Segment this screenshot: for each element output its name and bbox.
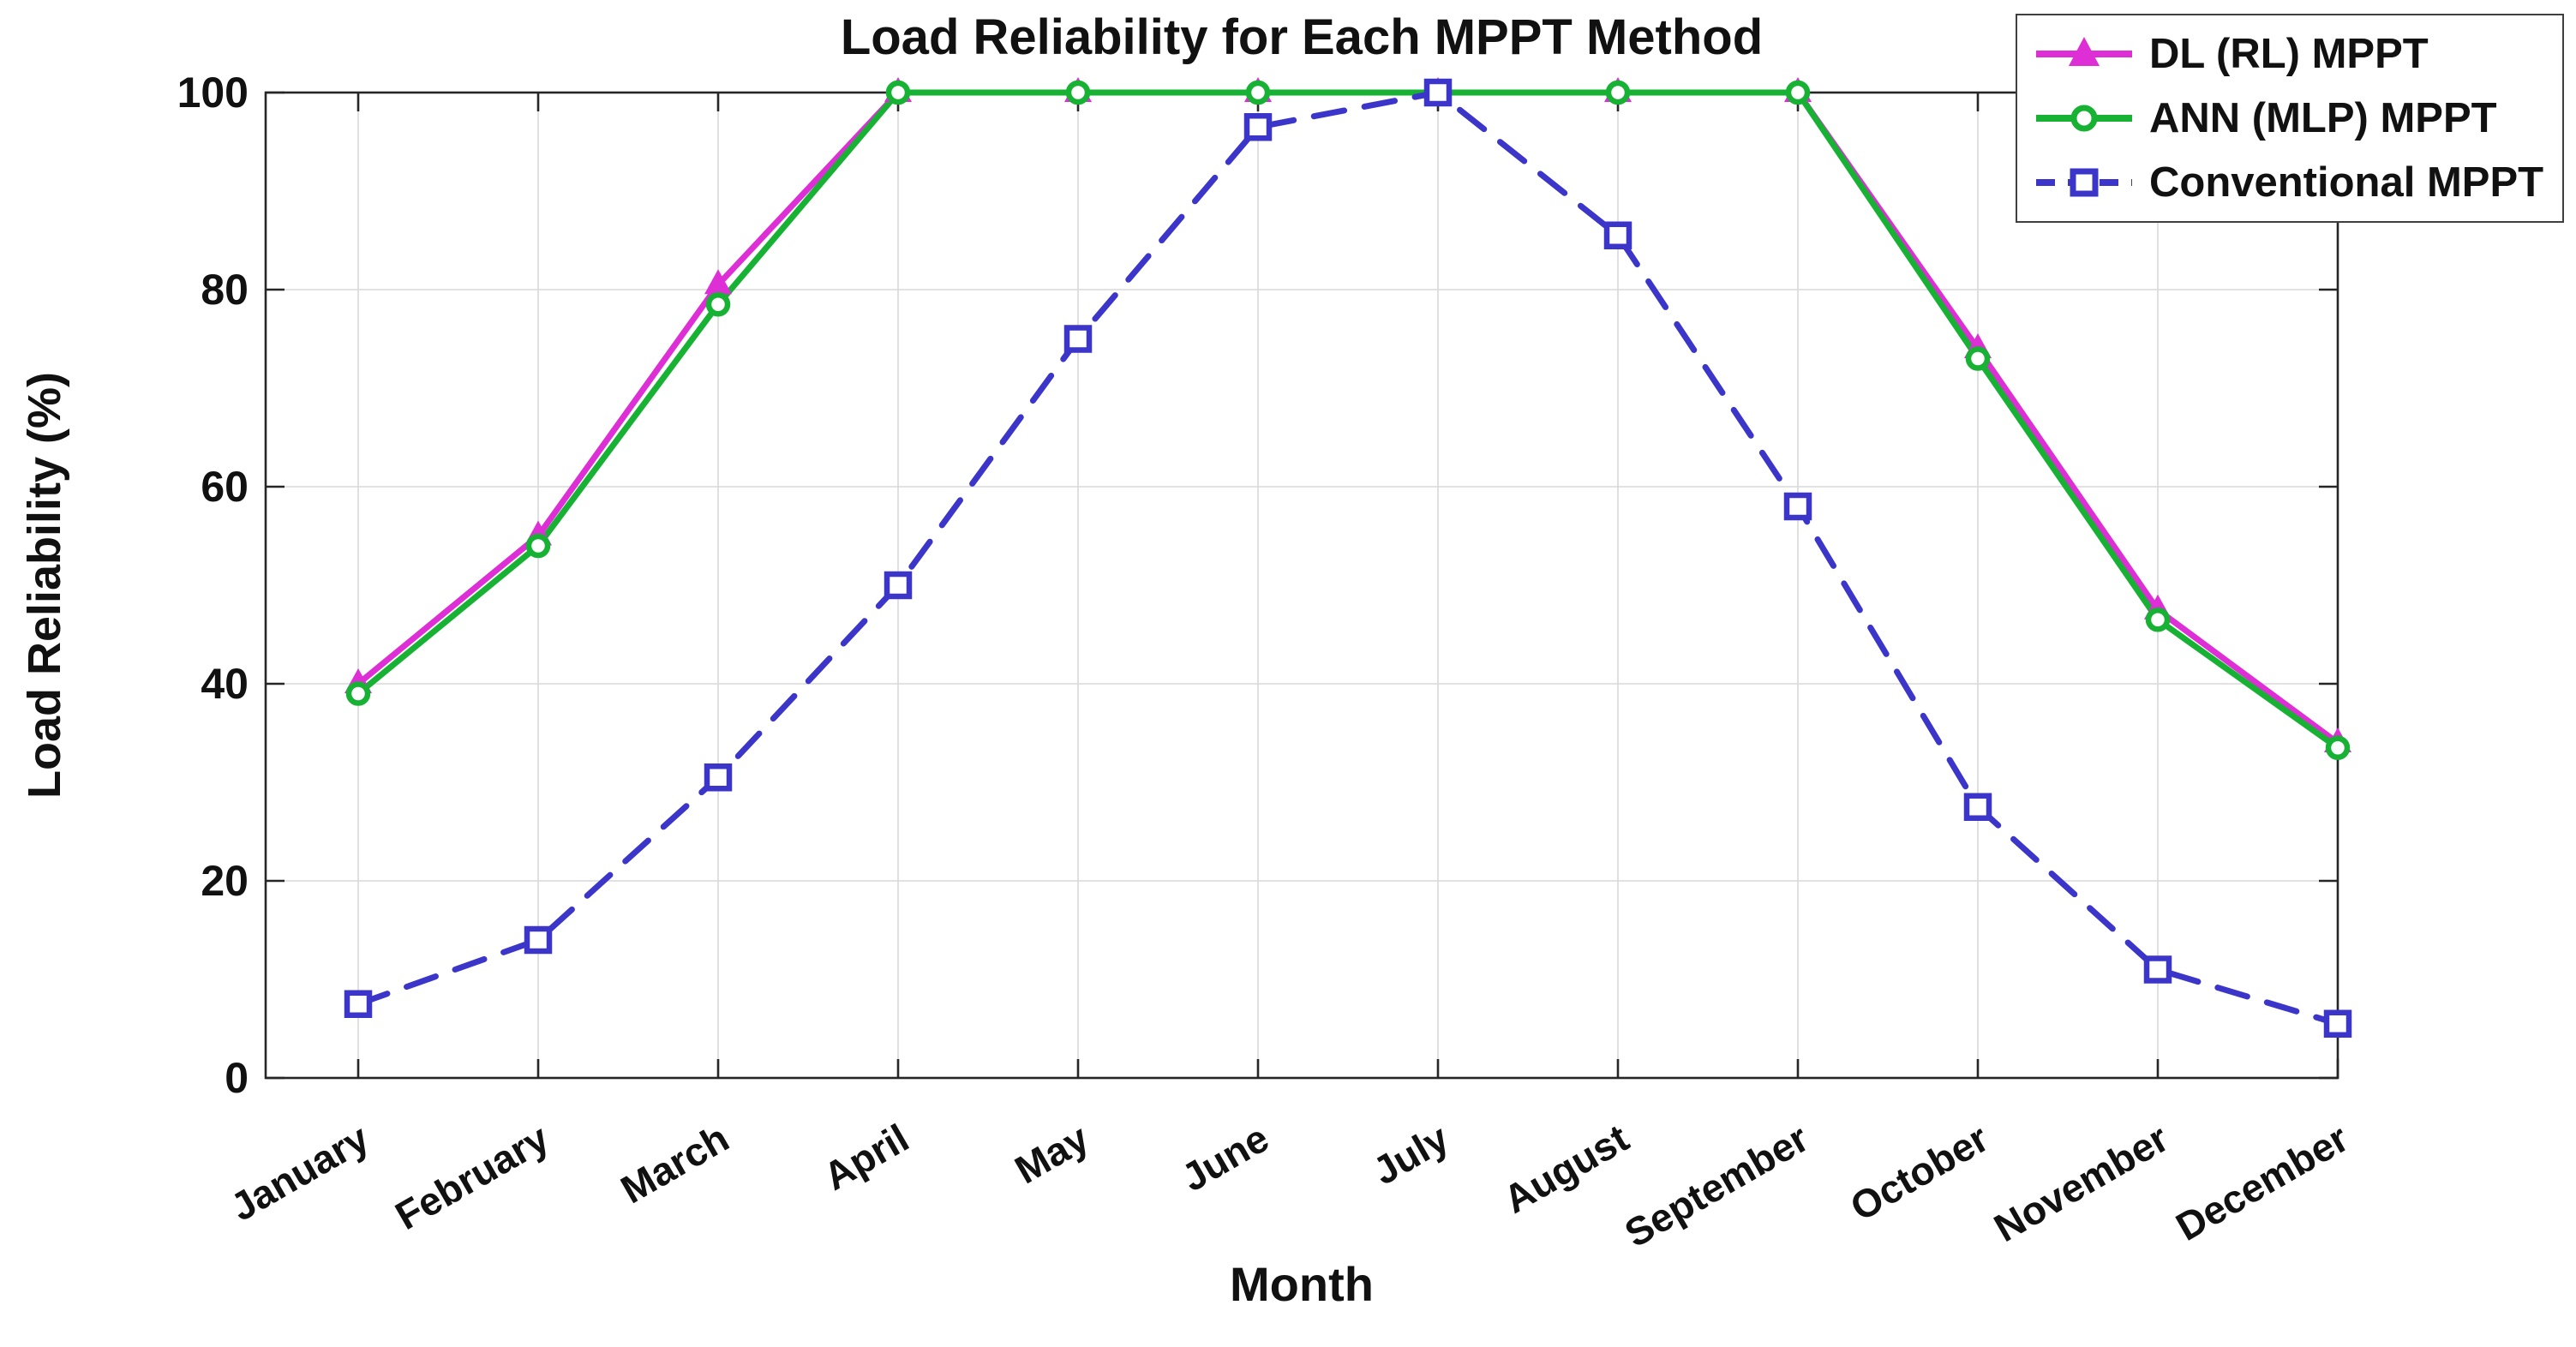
triangle-marker-icon (2069, 37, 2100, 67)
y-tick-label-80: 80 (201, 266, 249, 314)
marker-circle-ann-mlp-mppt-february (525, 533, 551, 559)
axes-frame (264, 91, 2339, 1080)
x-tick-label-june: June (1174, 1116, 1276, 1200)
marker-circle-ann-mlp-mppt-august (1605, 80, 1631, 105)
series-line-ann-mlp-mppt (355, 89, 2341, 751)
x-tick-label-february: February (388, 1115, 557, 1238)
y-tick-label-60: 60 (201, 463, 249, 511)
x-tick-label-april: April (816, 1116, 916, 1199)
y-tick-label-20: 20 (201, 857, 249, 905)
marker-square-conventional-mppt-october (1963, 793, 1992, 821)
x-tick-label-december: December (2168, 1116, 2356, 1249)
marker-square-conventional-mppt-december (2323, 1009, 2352, 1038)
x-tick-label-july: July (1365, 1115, 1456, 1193)
marker-square-conventional-mppt-may (1063, 325, 1093, 353)
legend-swatch-triangle-line-icon (2036, 37, 2132, 67)
y-tick-label-100: 100 (177, 69, 249, 117)
chart-title: Load Reliability for Each MPPT Method (840, 9, 1764, 65)
marker-circle-ann-mlp-mppt-september (1785, 80, 1811, 105)
x-tick-label-january: January (223, 1115, 376, 1229)
legend-swatch-square-dashed-line-icon (2036, 168, 2132, 197)
marker-square-conventional-mppt-april (884, 571, 913, 600)
legend: DL (RL) MPPT ANN (MLP) MPPT Conventional… (2016, 14, 2564, 223)
x-tick-label-august: August (1496, 1116, 1636, 1222)
x-tick-label-may: May (1008, 1115, 1097, 1192)
series-line-conventional-mppt (355, 89, 2341, 1027)
marker-square-conventional-mppt-september (1783, 492, 1812, 521)
y-tick-label-0: 0 (225, 1054, 249, 1102)
marker-square-conventional-mppt-november (2143, 955, 2172, 984)
marker-square-conventional-mppt-july (1423, 78, 1453, 107)
legend-item-dl-rl-mppt: DL (RL) MPPT (2033, 30, 2550, 78)
marker-triangle-dl-rl-mppt-march (704, 269, 732, 295)
marker-square-conventional-mppt-august (1603, 221, 1632, 249)
marker-circle-ann-mlp-mppt-october (1965, 346, 1991, 371)
marker-circle-ann-mlp-mppt-may (1065, 80, 1091, 105)
marker-circle-ann-mlp-mppt-march (705, 292, 731, 317)
marker-circle-ann-mlp-mppt-january (345, 681, 371, 706)
marker-circle-ann-mlp-mppt-april (885, 80, 911, 105)
marker-square-conventional-mppt-january (344, 990, 373, 1018)
legend-item-ann-mlp-mppt: ANN (MLP) MPPT (2033, 94, 2550, 142)
y-tick-label-40: 40 (201, 660, 249, 708)
x-tick-label-october: October (1842, 1116, 1996, 1230)
legend-label: ANN (MLP) MPPT (2149, 94, 2497, 141)
marker-square-conventional-mppt-march (704, 763, 733, 792)
legend-label: Conventional MPPT (2149, 159, 2544, 206)
circle-marker-icon (2070, 105, 2098, 132)
y-axis-title: Load Reliability (%) (19, 371, 70, 799)
legend-label: DL (RL) MPPT (2149, 31, 2429, 78)
legend-item-conventional-mppt: Conventional MPPT (2033, 159, 2550, 207)
x-axis-title: Month (1230, 1257, 1374, 1311)
marker-square-conventional-mppt-june (1243, 113, 1273, 141)
marker-circle-ann-mlp-mppt-november (2145, 608, 2171, 632)
marker-circle-ann-mlp-mppt-december (2325, 735, 2351, 760)
square-marker-icon (2070, 168, 2099, 197)
x-tick-label-november: November (1986, 1116, 2176, 1251)
legend-swatch-circle-line-icon (2036, 105, 2132, 132)
marker-square-conventional-mppt-february (524, 925, 553, 955)
marker-circle-ann-mlp-mppt-june (1245, 80, 1271, 105)
x-tick-label-september: September (1617, 1116, 1816, 1256)
x-tick-label-march: March (614, 1116, 736, 1212)
